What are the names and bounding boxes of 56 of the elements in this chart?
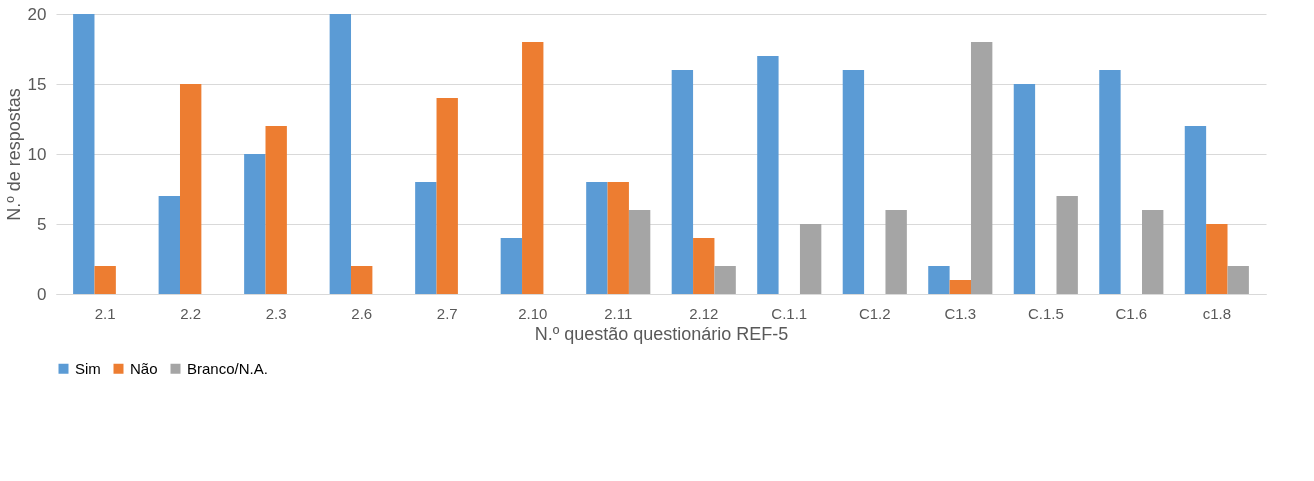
bar	[94, 266, 116, 294]
bar	[179, 84, 202, 294]
x-axis-title: N.º questão questionário REF-5	[534, 323, 789, 344]
x-tick-label: C1.6	[1115, 304, 1148, 322]
y-tick-label: 10	[27, 144, 47, 164]
bar	[799, 224, 822, 294]
bar	[928, 266, 950, 294]
bar	[842, 70, 865, 294]
x-tick-label: 2.7	[436, 304, 458, 322]
y-tick-label: 15	[27, 74, 47, 94]
bar	[265, 126, 287, 294]
bar	[73, 14, 95, 294]
bar	[158, 196, 180, 294]
x-tick-label: 2.10	[518, 304, 548, 322]
legend-label: Branco/N.A.	[187, 359, 268, 377]
bar	[415, 182, 437, 294]
x-tick-label: C1.2	[858, 304, 891, 322]
bar	[628, 210, 651, 294]
bar	[1206, 224, 1228, 294]
bar	[1142, 210, 1164, 294]
y-tick-label: 5	[37, 214, 47, 234]
x-tick-label: C1.3	[944, 304, 977, 322]
bar	[714, 266, 736, 294]
x-tick-label: 2.6	[351, 304, 373, 322]
x-tick-label: 2.3	[265, 304, 287, 322]
bar	[757, 56, 779, 294]
bar	[522, 42, 544, 294]
bar	[1013, 84, 1036, 294]
y-tick-label: 20	[27, 4, 47, 24]
bar	[1056, 196, 1078, 294]
bar	[1099, 70, 1121, 294]
bar	[244, 154, 266, 294]
x-tick-label: C.1.5	[1027, 304, 1064, 322]
x-tick-label: C.1.1	[771, 304, 808, 322]
bar	[1184, 126, 1207, 294]
bar	[351, 266, 373, 294]
bar	[885, 210, 907, 294]
bar	[500, 238, 523, 294]
bar	[1227, 266, 1249, 294]
y-axis-title: N.º de respostas	[3, 88, 24, 221]
bar	[436, 98, 458, 294]
x-tick-label: 2.1	[94, 304, 116, 322]
bar	[693, 238, 715, 294]
bar	[586, 182, 608, 294]
x-tick-label: c1.8	[1202, 304, 1232, 322]
bar	[671, 70, 694, 294]
bar	[970, 42, 993, 294]
y-tick-label: 0	[37, 284, 47, 304]
x-tick-label: 2.11	[604, 304, 633, 322]
bar	[329, 14, 352, 294]
bar	[607, 182, 629, 294]
x-tick-label: 2.2	[180, 304, 202, 322]
x-tick-label: 2.12	[689, 304, 719, 322]
legend-label: Sim	[75, 359, 101, 377]
bar	[949, 280, 971, 294]
legend-label: Não	[130, 359, 158, 377]
